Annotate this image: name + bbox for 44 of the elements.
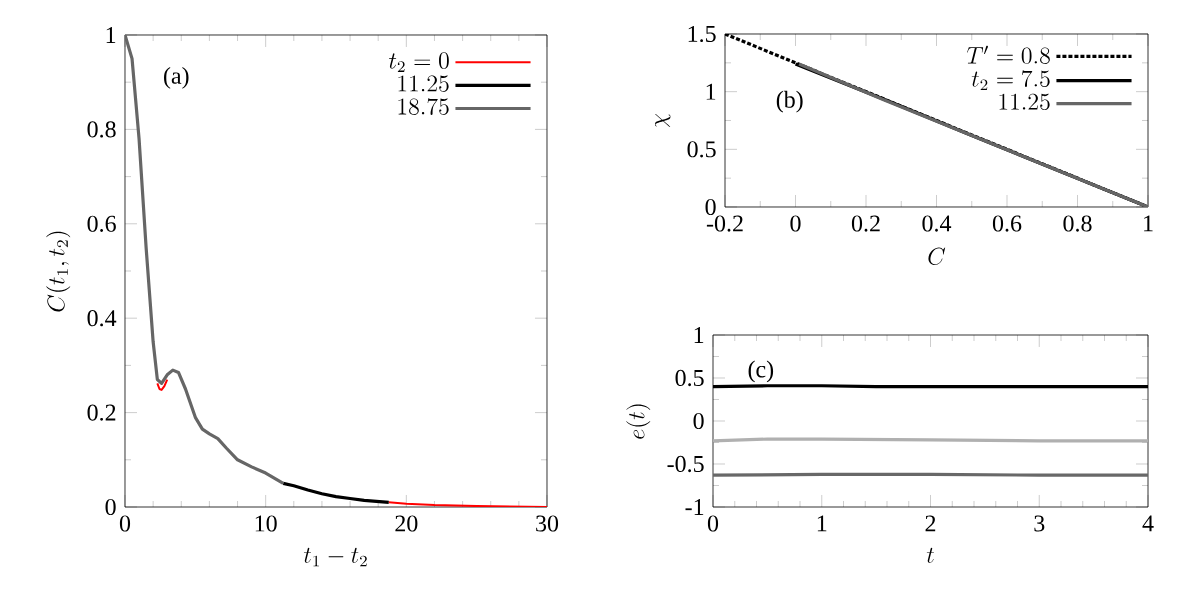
x-tick-label: 1 — [817, 515, 827, 532]
y-tick-label: 0.5 — [675, 369, 704, 387]
legend-label: $11.25$ — [999, 93, 1050, 111]
x-tick-label: 1 — [1144, 215, 1153, 232]
x-tick-label: 0 — [119, 515, 131, 532]
x-tick-label: 0.2 — [851, 215, 880, 232]
x-tick-label: 0.6 — [992, 215, 1022, 232]
y-tick-label: -0.5 — [667, 455, 704, 473]
legend-label: $t_2 = 7.5$ — [971, 70, 1050, 91]
legend-label: $11.25$ — [398, 75, 449, 92]
y-tick-label: 0.8 — [87, 121, 116, 138]
annotation: (c) — [748, 360, 774, 383]
y-axis-title: $e(t)$ — [626, 404, 651, 439]
x-tick-label: -0.2 — [706, 215, 743, 232]
x-axis-title: $t$ — [926, 547, 934, 563]
y-tick-label: 0 — [693, 412, 704, 430]
x-tick-label: 3 — [1034, 515, 1045, 532]
x-tick-label: 20 — [395, 515, 418, 532]
x-tick-label: 0 — [790, 215, 801, 232]
x-tick-label: 2 — [925, 515, 936, 532]
x-tick-label: 4 — [1142, 515, 1154, 532]
y-axis-title: $C(t_1,t_2)$ — [46, 231, 71, 312]
y-tick-label: 1.5 — [688, 25, 716, 43]
y-tick-label: 0.5 — [687, 141, 716, 158]
annotation: (a) — [164, 66, 189, 89]
y-tick-label: 0 — [105, 498, 116, 516]
legend-label: $T' = 0.8$ — [967, 45, 1050, 64]
y-tick-label: 1 — [106, 27, 116, 43]
y-tick-label: 0.4 — [87, 310, 117, 327]
legend-label: $t_2 = 0$ — [389, 52, 449, 72]
y-tick-label: 1 — [706, 83, 716, 100]
x-tick-label: 10 — [255, 515, 277, 532]
y-axis-title: $\chi$ — [654, 113, 671, 128]
annotation: (b) — [776, 90, 803, 113]
x-axis-title: $C$ — [928, 247, 946, 265]
x-axis-title: $t_1 - t_2$ — [303, 547, 367, 567]
x-tick-label: 30 — [536, 515, 559, 532]
y-tick-label: 0 — [705, 198, 716, 216]
x-tick-label: 0.4 — [922, 215, 952, 232]
y-tick-label: -1 — [685, 499, 704, 515]
x-tick-label: 0.8 — [1063, 215, 1092, 232]
legend-label: $18.75$ — [398, 98, 449, 115]
y-tick-label: 0.2 — [87, 404, 116, 421]
y-tick-label: 1 — [694, 327, 704, 343]
